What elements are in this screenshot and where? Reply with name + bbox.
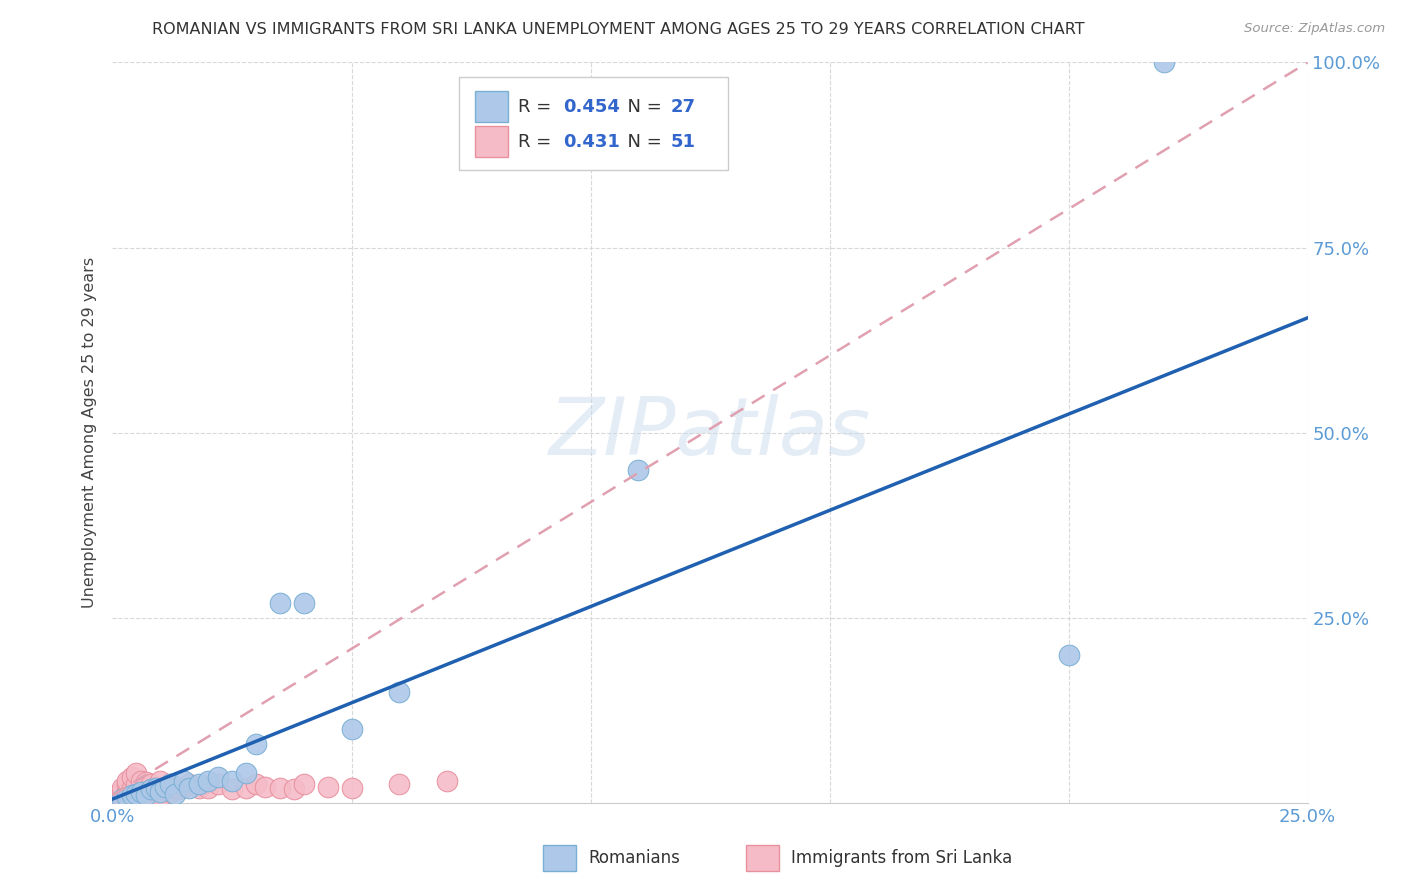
Point	[221, 773, 243, 788]
Text: 51: 51	[671, 133, 696, 151]
Text: Romanians: Romanians	[588, 849, 681, 867]
Y-axis label: Unemployment Among Ages 25 to 29 years: Unemployment Among Ages 25 to 29 years	[82, 257, 97, 608]
Point	[187, 780, 209, 795]
Point	[340, 780, 363, 795]
Point	[245, 777, 267, 791]
Point	[269, 780, 291, 795]
FancyBboxPatch shape	[747, 846, 779, 871]
FancyBboxPatch shape	[475, 126, 508, 157]
Point	[149, 782, 172, 797]
Point	[125, 787, 148, 801]
Point	[145, 780, 167, 794]
Point	[245, 737, 267, 751]
Point	[105, 789, 128, 803]
Point	[111, 789, 134, 804]
Text: R =: R =	[517, 133, 557, 151]
Point	[627, 462, 650, 476]
FancyBboxPatch shape	[475, 91, 508, 122]
Point	[235, 780, 257, 795]
Text: ZIPatlas: ZIPatlas	[548, 393, 872, 472]
Point	[254, 780, 277, 794]
Point	[135, 789, 157, 803]
Point	[197, 773, 219, 788]
Point	[149, 773, 172, 788]
Point	[388, 777, 411, 791]
Point	[388, 685, 411, 699]
Point	[129, 773, 152, 788]
Point	[153, 780, 176, 795]
Text: Immigrants from Sri Lanka: Immigrants from Sri Lanka	[792, 849, 1012, 867]
Point	[125, 789, 148, 804]
Point	[173, 773, 195, 788]
Point	[1153, 55, 1175, 70]
Point	[115, 789, 138, 803]
Point	[115, 777, 138, 791]
Point	[111, 785, 134, 799]
Point	[292, 596, 315, 610]
Point	[340, 722, 363, 736]
Point	[159, 777, 181, 791]
Point	[125, 766, 148, 780]
FancyBboxPatch shape	[458, 78, 728, 169]
Point	[153, 780, 176, 794]
Point	[235, 766, 257, 780]
Point	[283, 782, 305, 797]
Point	[221, 782, 243, 797]
Point	[1057, 648, 1080, 662]
Point	[207, 770, 229, 784]
Point	[159, 777, 181, 791]
Point	[115, 789, 138, 804]
Point	[125, 777, 148, 791]
Point	[159, 785, 181, 799]
Point	[129, 780, 152, 794]
Point	[207, 777, 229, 791]
Point	[197, 780, 219, 795]
Point	[177, 780, 200, 795]
Point	[139, 777, 162, 791]
FancyBboxPatch shape	[543, 846, 576, 871]
Point	[316, 780, 339, 794]
Point	[149, 785, 172, 799]
Point	[169, 782, 191, 797]
Text: 0.431: 0.431	[562, 133, 620, 151]
Point	[292, 777, 315, 791]
Point	[105, 792, 128, 806]
Point	[121, 770, 143, 784]
Point	[163, 780, 186, 795]
Point	[121, 789, 143, 803]
Point	[139, 789, 162, 803]
Point	[139, 782, 162, 797]
Point	[145, 785, 167, 799]
Text: 27: 27	[671, 98, 696, 116]
Text: N =: N =	[616, 133, 666, 151]
Point	[111, 792, 134, 806]
Point	[145, 780, 167, 795]
Point	[177, 777, 200, 791]
Point	[187, 777, 209, 791]
Point	[269, 596, 291, 610]
Point	[135, 775, 157, 789]
Point	[149, 789, 172, 804]
Point	[173, 780, 195, 794]
Point	[139, 782, 162, 797]
Text: R =: R =	[517, 98, 557, 116]
Point	[135, 787, 157, 801]
Point	[125, 782, 148, 797]
Point	[121, 787, 143, 801]
Point	[129, 785, 152, 799]
Point	[115, 773, 138, 788]
Point	[163, 787, 186, 801]
Point	[111, 780, 134, 795]
Point	[129, 785, 152, 799]
Text: 0.454: 0.454	[562, 98, 620, 116]
Point	[121, 780, 143, 795]
Point	[436, 773, 458, 788]
Text: N =: N =	[616, 98, 666, 116]
Text: ROMANIAN VS IMMIGRANTS FROM SRI LANKA UNEMPLOYMENT AMONG AGES 25 TO 29 YEARS COR: ROMANIAN VS IMMIGRANTS FROM SRI LANKA UN…	[152, 22, 1085, 37]
Point	[115, 785, 138, 799]
Point	[135, 780, 157, 795]
Text: Source: ZipAtlas.com: Source: ZipAtlas.com	[1244, 22, 1385, 36]
